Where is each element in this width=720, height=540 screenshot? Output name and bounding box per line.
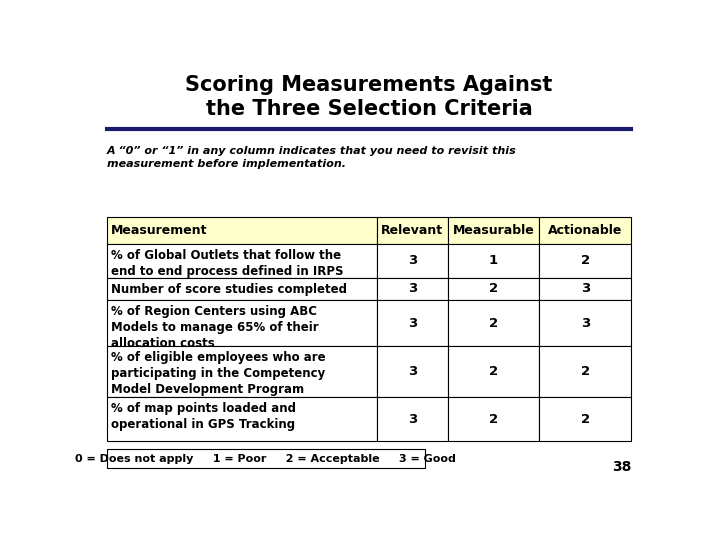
Bar — [377, 217, 448, 244]
Text: 3: 3 — [408, 282, 417, 295]
Text: Number of score studies completed: Number of score studies completed — [111, 282, 346, 296]
Text: 2: 2 — [581, 413, 590, 426]
Text: 3: 3 — [581, 282, 590, 295]
Bar — [539, 217, 631, 244]
Text: 2: 2 — [581, 366, 590, 379]
Bar — [377, 278, 448, 300]
Text: Relevant: Relevant — [381, 224, 444, 237]
Text: 3: 3 — [581, 317, 590, 330]
Text: 2: 2 — [581, 254, 590, 267]
Bar — [448, 217, 539, 244]
Bar — [107, 244, 377, 278]
Text: % of eligible employees who are
participating in the Competency
Model Developmen: % of eligible employees who are particip… — [111, 352, 325, 396]
Text: 3: 3 — [408, 413, 417, 426]
Bar — [448, 244, 539, 278]
Text: 2: 2 — [489, 317, 498, 330]
Text: % of map points loaded and
operational in GPS Tracking: % of map points loaded and operational i… — [111, 402, 296, 431]
Text: Scoring Measurements Against
the Three Selection Criteria: Scoring Measurements Against the Three S… — [185, 75, 553, 119]
Text: 2: 2 — [489, 413, 498, 426]
Text: 2: 2 — [489, 282, 498, 295]
Text: 3: 3 — [408, 317, 417, 330]
Text: 3: 3 — [408, 366, 417, 379]
Text: Measurable: Measurable — [453, 224, 534, 237]
Bar — [107, 217, 377, 244]
Text: 0 = Does not apply     1 = Poor     2 = Acceptable     3 = Good: 0 = Does not apply 1 = Poor 2 = Acceptab… — [76, 454, 456, 464]
Bar — [377, 244, 448, 278]
Text: % of Global Outlets that follow the
end to end process defined in IRPS: % of Global Outlets that follow the end … — [111, 249, 343, 278]
Text: A “0” or “1” in any column indicates that you need to revisit this
measurement b: A “0” or “1” in any column indicates tha… — [107, 146, 516, 169]
Text: Measurement: Measurement — [111, 224, 207, 237]
Text: 2: 2 — [489, 366, 498, 379]
Text: 1: 1 — [489, 254, 498, 267]
Bar — [448, 278, 539, 300]
Text: 38: 38 — [612, 461, 631, 474]
Text: 3: 3 — [408, 254, 417, 267]
Bar — [107, 449, 425, 468]
Bar — [539, 244, 631, 278]
Bar — [107, 278, 377, 300]
Text: % of Region Centers using ABC
Models to manage 65% of their
allocation costs: % of Region Centers using ABC Models to … — [111, 305, 318, 350]
Bar — [539, 278, 631, 300]
Text: Actionable: Actionable — [548, 224, 623, 237]
